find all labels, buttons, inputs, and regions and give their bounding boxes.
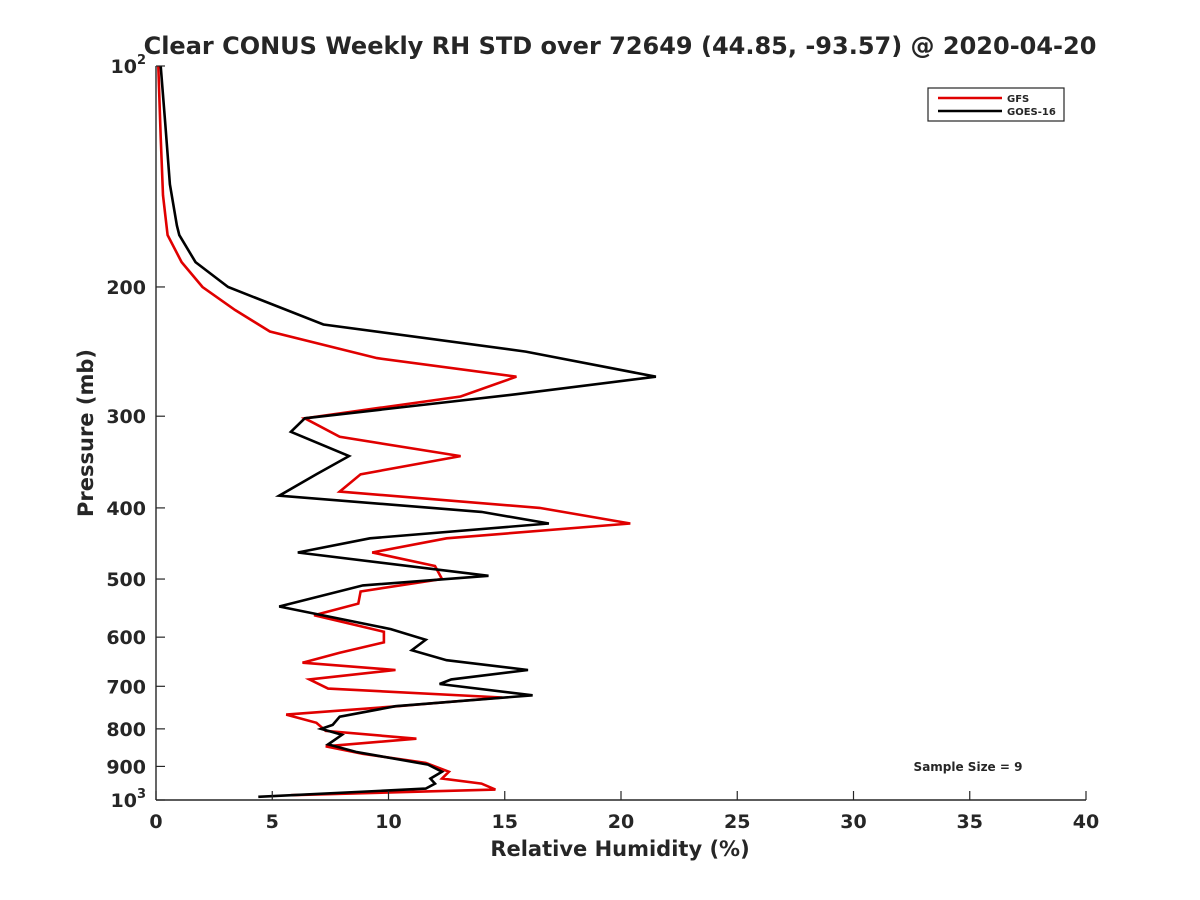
- y-tick-label: 600: [106, 627, 146, 649]
- sample-size-annotation: Sample Size = 9: [914, 760, 1023, 774]
- axes: 0 5 10 15 20 25 30 35 40 102 200 300 400 500 600 700 800…: [106, 53, 1099, 833]
- x-tick-label: 30: [840, 811, 866, 833]
- y-tick-label: 300: [106, 406, 146, 428]
- legend: GFS GOES-16: [927, 87, 1065, 122]
- y-tick-label: 900: [106, 756, 146, 778]
- y-tick-label: 200: [106, 277, 146, 299]
- x-tick-label: 35: [957, 811, 983, 833]
- series-line-gfs: [157, 65, 631, 797]
- x-tick-label: 5: [266, 811, 279, 833]
- x-tick-label: 40: [1073, 811, 1099, 833]
- legend-label: GFS: [1007, 94, 1029, 105]
- x-tick-label: 10: [375, 811, 401, 833]
- series-line-goes-16: [159, 65, 657, 799]
- y-tick-label: 700: [106, 676, 146, 698]
- y-tick-label: 103: [111, 787, 147, 812]
- y-tick-label: 400: [106, 498, 146, 520]
- x-tick-label: 20: [608, 811, 634, 833]
- x-tick-label: 15: [492, 811, 518, 833]
- x-tick-label: 25: [724, 811, 750, 833]
- plot-area: [157, 65, 657, 799]
- chart-title: Clear CONUS Weekly RH STD over 72649 (44…: [144, 32, 1097, 60]
- legend-box: [927, 87, 1065, 122]
- x-axis-label: Relative Humidity (%): [490, 837, 749, 861]
- y-tick-label: 800: [106, 719, 146, 741]
- x-tick-label: 0: [149, 811, 162, 833]
- y-tick-label: 102: [111, 53, 147, 78]
- y-tick-label: 500: [106, 569, 146, 591]
- y-axis-label: Pressure (mb): [74, 349, 98, 517]
- legend-label: GOES-16: [1007, 107, 1056, 118]
